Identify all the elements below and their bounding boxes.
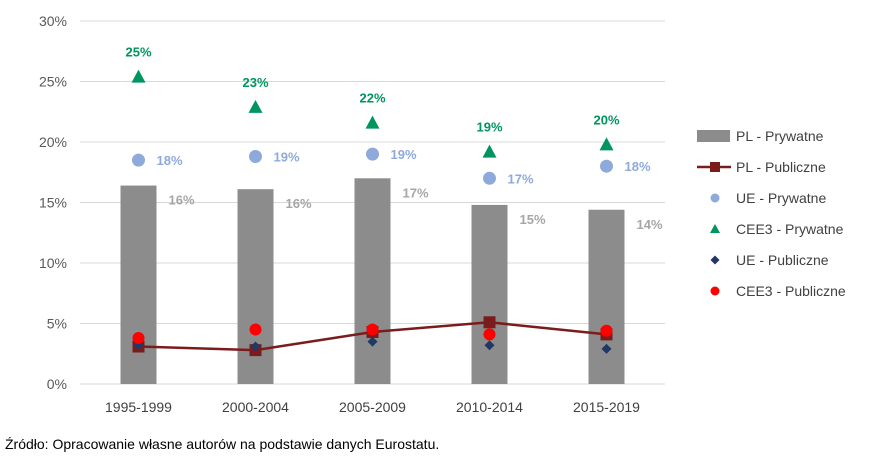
ue-publiczne-point <box>250 341 261 352</box>
ue-prywatne-point <box>600 159 613 173</box>
bar <box>471 204 508 384</box>
x-axis: 1995-1999 2000-2004 2005-2009 2010-2014 2015… <box>105 399 640 415</box>
bar-data-label: 15% <box>520 212 546 227</box>
cee3-prywatne-label: 20% <box>593 112 619 127</box>
ue-prywatne-label: 17% <box>508 171 534 186</box>
legend-swatch-diamond <box>710 255 720 265</box>
cee3-publiczne-point <box>600 324 613 337</box>
bar <box>588 209 625 384</box>
y-tick-label: 30% <box>39 13 67 29</box>
legend-swatch-circle <box>710 286 720 296</box>
y-tick-label: 20% <box>39 134 67 150</box>
legend-label: CEE3 - Prywatne <box>736 221 844 237</box>
cee3-prywatne-label: 23% <box>242 75 268 90</box>
cee3-publiczne-point <box>366 323 379 336</box>
y-tick-label: 10% <box>39 255 67 271</box>
ue-prywatne-label: 18% <box>625 159 651 174</box>
legend-swatch-bar <box>697 130 730 142</box>
ue-prywatne-point <box>249 150 262 164</box>
cee3-prywatne-point <box>248 99 263 113</box>
point-labels: 18% 19% 19% 17% 18% 25% 23% 22% 19% 20% <box>125 45 650 187</box>
chart: 0%5%10%15%20%25%30% 16% 16%17%15% 14% 18% 1… <box>39 13 846 415</box>
bar <box>354 178 391 384</box>
cee3-publiczne-point <box>132 332 145 345</box>
cee3-prywatne-label: 25% <box>125 45 151 60</box>
cee3-publiczne-point <box>249 323 262 336</box>
cee3-publiczne-point <box>483 328 496 341</box>
bar-data-label: 17% <box>403 185 429 200</box>
legend-label: UE - Prywatne <box>736 190 826 206</box>
x-tick-label: 1995-1999 <box>105 399 172 415</box>
bar-labels: 16% 16% 17% 15% 14% <box>169 185 663 231</box>
y-axis: 0% 5% 10% 15% 20% 25% 30% <box>39 13 67 392</box>
y-tick-label: 5% <box>47 316 67 332</box>
cee3-prywatne-point <box>482 144 497 158</box>
legend-swatch-triangle <box>710 224 720 233</box>
cee3-prywatne-point <box>599 137 614 151</box>
x-tick-label: 2000-2004 <box>222 399 289 415</box>
legend-label: UE - Publiczne <box>736 252 829 268</box>
y-tick-label: 15% <box>39 195 67 211</box>
legend-label: PL - Prywatne <box>736 128 824 144</box>
bar-data-label: 16% <box>169 193 195 208</box>
ue-publiczne-point <box>367 336 378 347</box>
point-series <box>131 69 614 354</box>
ue-prywatne-label: 18% <box>157 153 183 168</box>
legend-swatch-circle <box>710 193 720 203</box>
ue-prywatne-point <box>132 153 145 167</box>
line-marker <box>483 316 496 329</box>
ue-prywatne-label: 19% <box>274 150 300 165</box>
legend-label: PL - Publiczne <box>736 159 826 175</box>
bar-series <box>120 178 625 384</box>
legend-swatch-line-marker <box>710 162 720 172</box>
y-tick-label: 25% <box>39 74 67 90</box>
ue-publiczne-point <box>601 343 612 354</box>
bar-data-label: 14% <box>637 217 663 232</box>
x-tick-label: 2010-2014 <box>456 399 523 415</box>
x-tick-label: 2015-2019 <box>573 399 640 415</box>
source-note: Źródło: Opracowanie własne autorów na po… <box>5 436 440 452</box>
ue-prywatne-point <box>366 147 379 161</box>
legend-label: CEE3 - Publiczne <box>736 283 846 299</box>
cee3-prywatne-label: 22% <box>359 91 385 106</box>
cee3-prywatne-point <box>131 69 146 83</box>
bar <box>120 185 157 384</box>
x-tick-label: 2005-2009 <box>339 399 406 415</box>
y-tick-label: 0% <box>47 376 67 392</box>
ue-prywatne-label: 19% <box>391 147 417 162</box>
cee3-prywatne-label: 19% <box>476 120 502 135</box>
ue-publiczne-point <box>484 340 495 351</box>
bar-data-label: 16% <box>286 196 312 211</box>
legend: PL - Prywatne PL - Publiczne UE - Prywatne… <box>697 128 846 299</box>
cee3-prywatne-point <box>365 115 380 129</box>
ue-prywatne-point <box>483 171 496 185</box>
